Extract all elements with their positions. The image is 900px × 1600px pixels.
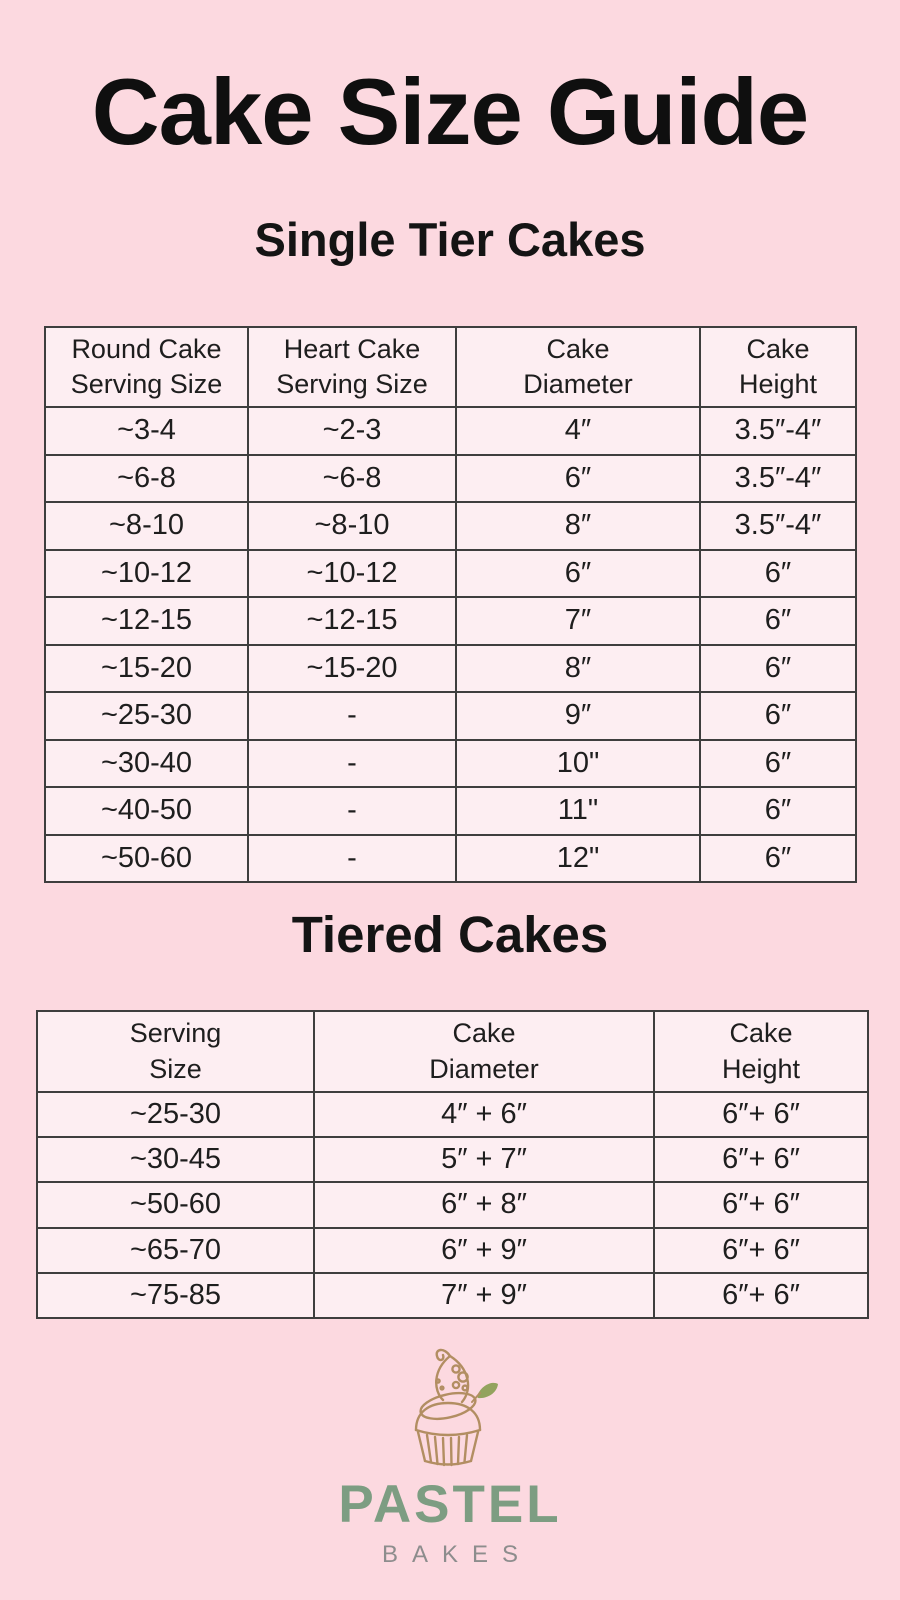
header-heart-cake-serving-size: Heart Cake Serving Size [247, 326, 457, 408]
table-cell: 6″ [455, 548, 701, 598]
table-cell: 6″+ 6″ [653, 1090, 869, 1139]
table-header-row: Round Cake Serving Size Heart Cake Servi… [44, 326, 857, 408]
table-cell: ~10-12 [247, 548, 457, 598]
table-cell: - [247, 786, 457, 836]
header-cake-height: Cake Height [699, 326, 857, 408]
table-cell: 10" [455, 738, 701, 788]
table-cell: 4″ + 6″ [313, 1090, 655, 1139]
table-row: ~40-50 - 11" 6″ [44, 786, 857, 836]
table-cell: ~6-8 [44, 453, 249, 503]
table-row: ~50-60 6″ + 8″ 6″+ 6″ [36, 1181, 869, 1229]
table-cell: ~8-10 [247, 501, 457, 551]
table-cell: 6″+ 6″ [653, 1136, 869, 1184]
table-cell: ~65-70 [36, 1226, 315, 1274]
leaf [471, 1382, 498, 1403]
table-cell: 6″ [699, 643, 857, 693]
table-row: ~25-30 - 9″ 6″ [44, 691, 857, 741]
table-cell: ~50-60 [36, 1181, 315, 1229]
tiered-cakes-table: Serving Size Cake Diameter Cake Height ~… [36, 1010, 869, 1319]
table-header-row: Serving Size Cake Diameter Cake Height [36, 1010, 869, 1093]
table-cell: 6″ + 8″ [313, 1181, 655, 1229]
table-row: ~75-85 7″ + 9″ 6″+ 6″ [36, 1271, 869, 1319]
table-cell: ~25-30 [36, 1090, 315, 1139]
table-cell: ~75-85 [36, 1271, 315, 1319]
table-cell: 6″+ 6″ [653, 1271, 869, 1319]
table-cell: - [247, 691, 457, 741]
table-cell: 6″ [699, 786, 857, 836]
table-cell: ~10-12 [44, 548, 249, 598]
table-cell: 6″+ 6″ [653, 1181, 869, 1229]
table-cell: 5″ + 7″ [313, 1136, 655, 1184]
brand-logo: PASTEL BAKES [0, 1332, 900, 1569]
table-row: ~10-12 ~10-12 6″ 6″ [44, 548, 857, 598]
table-cell: ~40-50 [44, 786, 249, 836]
table-row: ~15-20 ~15-20 8″ 6″ [44, 643, 857, 693]
table-cell: 6″ [699, 548, 857, 598]
cupcake-icon [414, 1348, 498, 1467]
brand-subtitle: BAKES [381, 1541, 533, 1568]
single-tier-heading: Single Tier Cakes [254, 213, 646, 266]
table-cell: ~2-3 [247, 406, 457, 456]
table-cell: 3.5″-4″ [699, 453, 857, 503]
table-cell: 4″ [455, 406, 701, 456]
header-cake-diameter: Cake Diameter [455, 326, 701, 408]
table-cell: 7″ + 9″ [313, 1271, 655, 1319]
table-cell: ~15-20 [247, 643, 457, 693]
table-cell: ~3-4 [44, 406, 249, 456]
tiered-cakes-heading: Tiered Cakes [291, 906, 609, 963]
table-cell: - [247, 833, 457, 883]
table-cell: ~12-15 [247, 596, 457, 646]
table-cell: ~50-60 [44, 833, 249, 883]
table-row: ~6-8 ~6-8 6″ 3.5″-4″ [44, 453, 857, 503]
table-row: ~12-15 ~12-15 7″ 6″ [44, 596, 857, 646]
table-row: ~30-40 - 10" 6″ [44, 738, 857, 788]
header-round-cake-serving-size: Round Cake Serving Size [44, 326, 249, 408]
table-cell: ~12-15 [44, 596, 249, 646]
table-cell: 8″ [455, 643, 701, 693]
table-cell: ~6-8 [247, 453, 457, 503]
table-cell: ~8-10 [44, 501, 249, 551]
header-cake-height: Cake Height [653, 1010, 869, 1093]
table-cell: - [247, 738, 457, 788]
table-cell: 3.5″-4″ [699, 406, 857, 456]
table-cell: 9″ [455, 691, 701, 741]
table-cell: 8″ [455, 501, 701, 551]
table-cell: ~15-20 [44, 643, 249, 693]
table-cell: 12" [455, 833, 701, 883]
table-row: ~65-70 6″ + 9″ 6″+ 6″ [36, 1226, 869, 1274]
table-cell: ~30-45 [36, 1136, 315, 1184]
table-row: ~3-4 ~2-3 4″ 3.5″-4″ [44, 406, 857, 456]
table-cell: ~25-30 [44, 691, 249, 741]
table-cell: 6″ [699, 833, 857, 883]
table-row: ~30-45 5″ + 7″ 6″+ 6″ [36, 1136, 869, 1184]
page-title: Cake Size Guide [91, 59, 809, 164]
table-cell: 6″ + 9″ [313, 1226, 655, 1274]
header-cake-diameter: Cake Diameter [313, 1010, 655, 1093]
table-cell: 6″ [699, 691, 857, 741]
table-cell: 7″ [455, 596, 701, 646]
table-cell: 6″+ 6″ [653, 1226, 869, 1274]
single-tier-table: Round Cake Serving Size Heart Cake Servi… [44, 326, 857, 883]
table-row: ~50-60 - 12" 6″ [44, 833, 857, 883]
table-cell: 3.5″-4″ [699, 501, 857, 551]
table-cell: 11" [455, 786, 701, 836]
table-cell: ~30-40 [44, 738, 249, 788]
brand-name: PASTEL [338, 1475, 562, 1534]
table-cell: 6″ [699, 738, 857, 788]
table-row: ~8-10 ~8-10 8″ 3.5″-4″ [44, 501, 857, 551]
table-row: ~25-30 4″ + 6″ 6″+ 6″ [36, 1090, 869, 1139]
header-serving-size: Serving Size [36, 1010, 315, 1093]
table-cell: 6″ [455, 453, 701, 503]
table-cell: 6″ [699, 596, 857, 646]
